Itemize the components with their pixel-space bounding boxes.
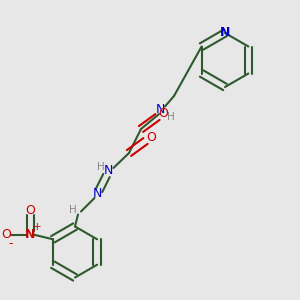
Text: O: O	[147, 131, 156, 144]
Text: -: -	[9, 237, 13, 250]
Text: +: +	[33, 222, 41, 232]
Text: N: N	[103, 164, 113, 178]
Text: O: O	[26, 204, 35, 217]
Text: H: H	[167, 112, 175, 122]
Text: N: N	[93, 187, 102, 200]
Text: N: N	[25, 228, 36, 241]
Text: N: N	[156, 103, 165, 116]
Text: O: O	[1, 228, 11, 241]
Text: O: O	[159, 107, 168, 120]
Text: H: H	[97, 161, 104, 172]
Text: N: N	[220, 26, 230, 40]
Text: H: H	[69, 205, 76, 215]
